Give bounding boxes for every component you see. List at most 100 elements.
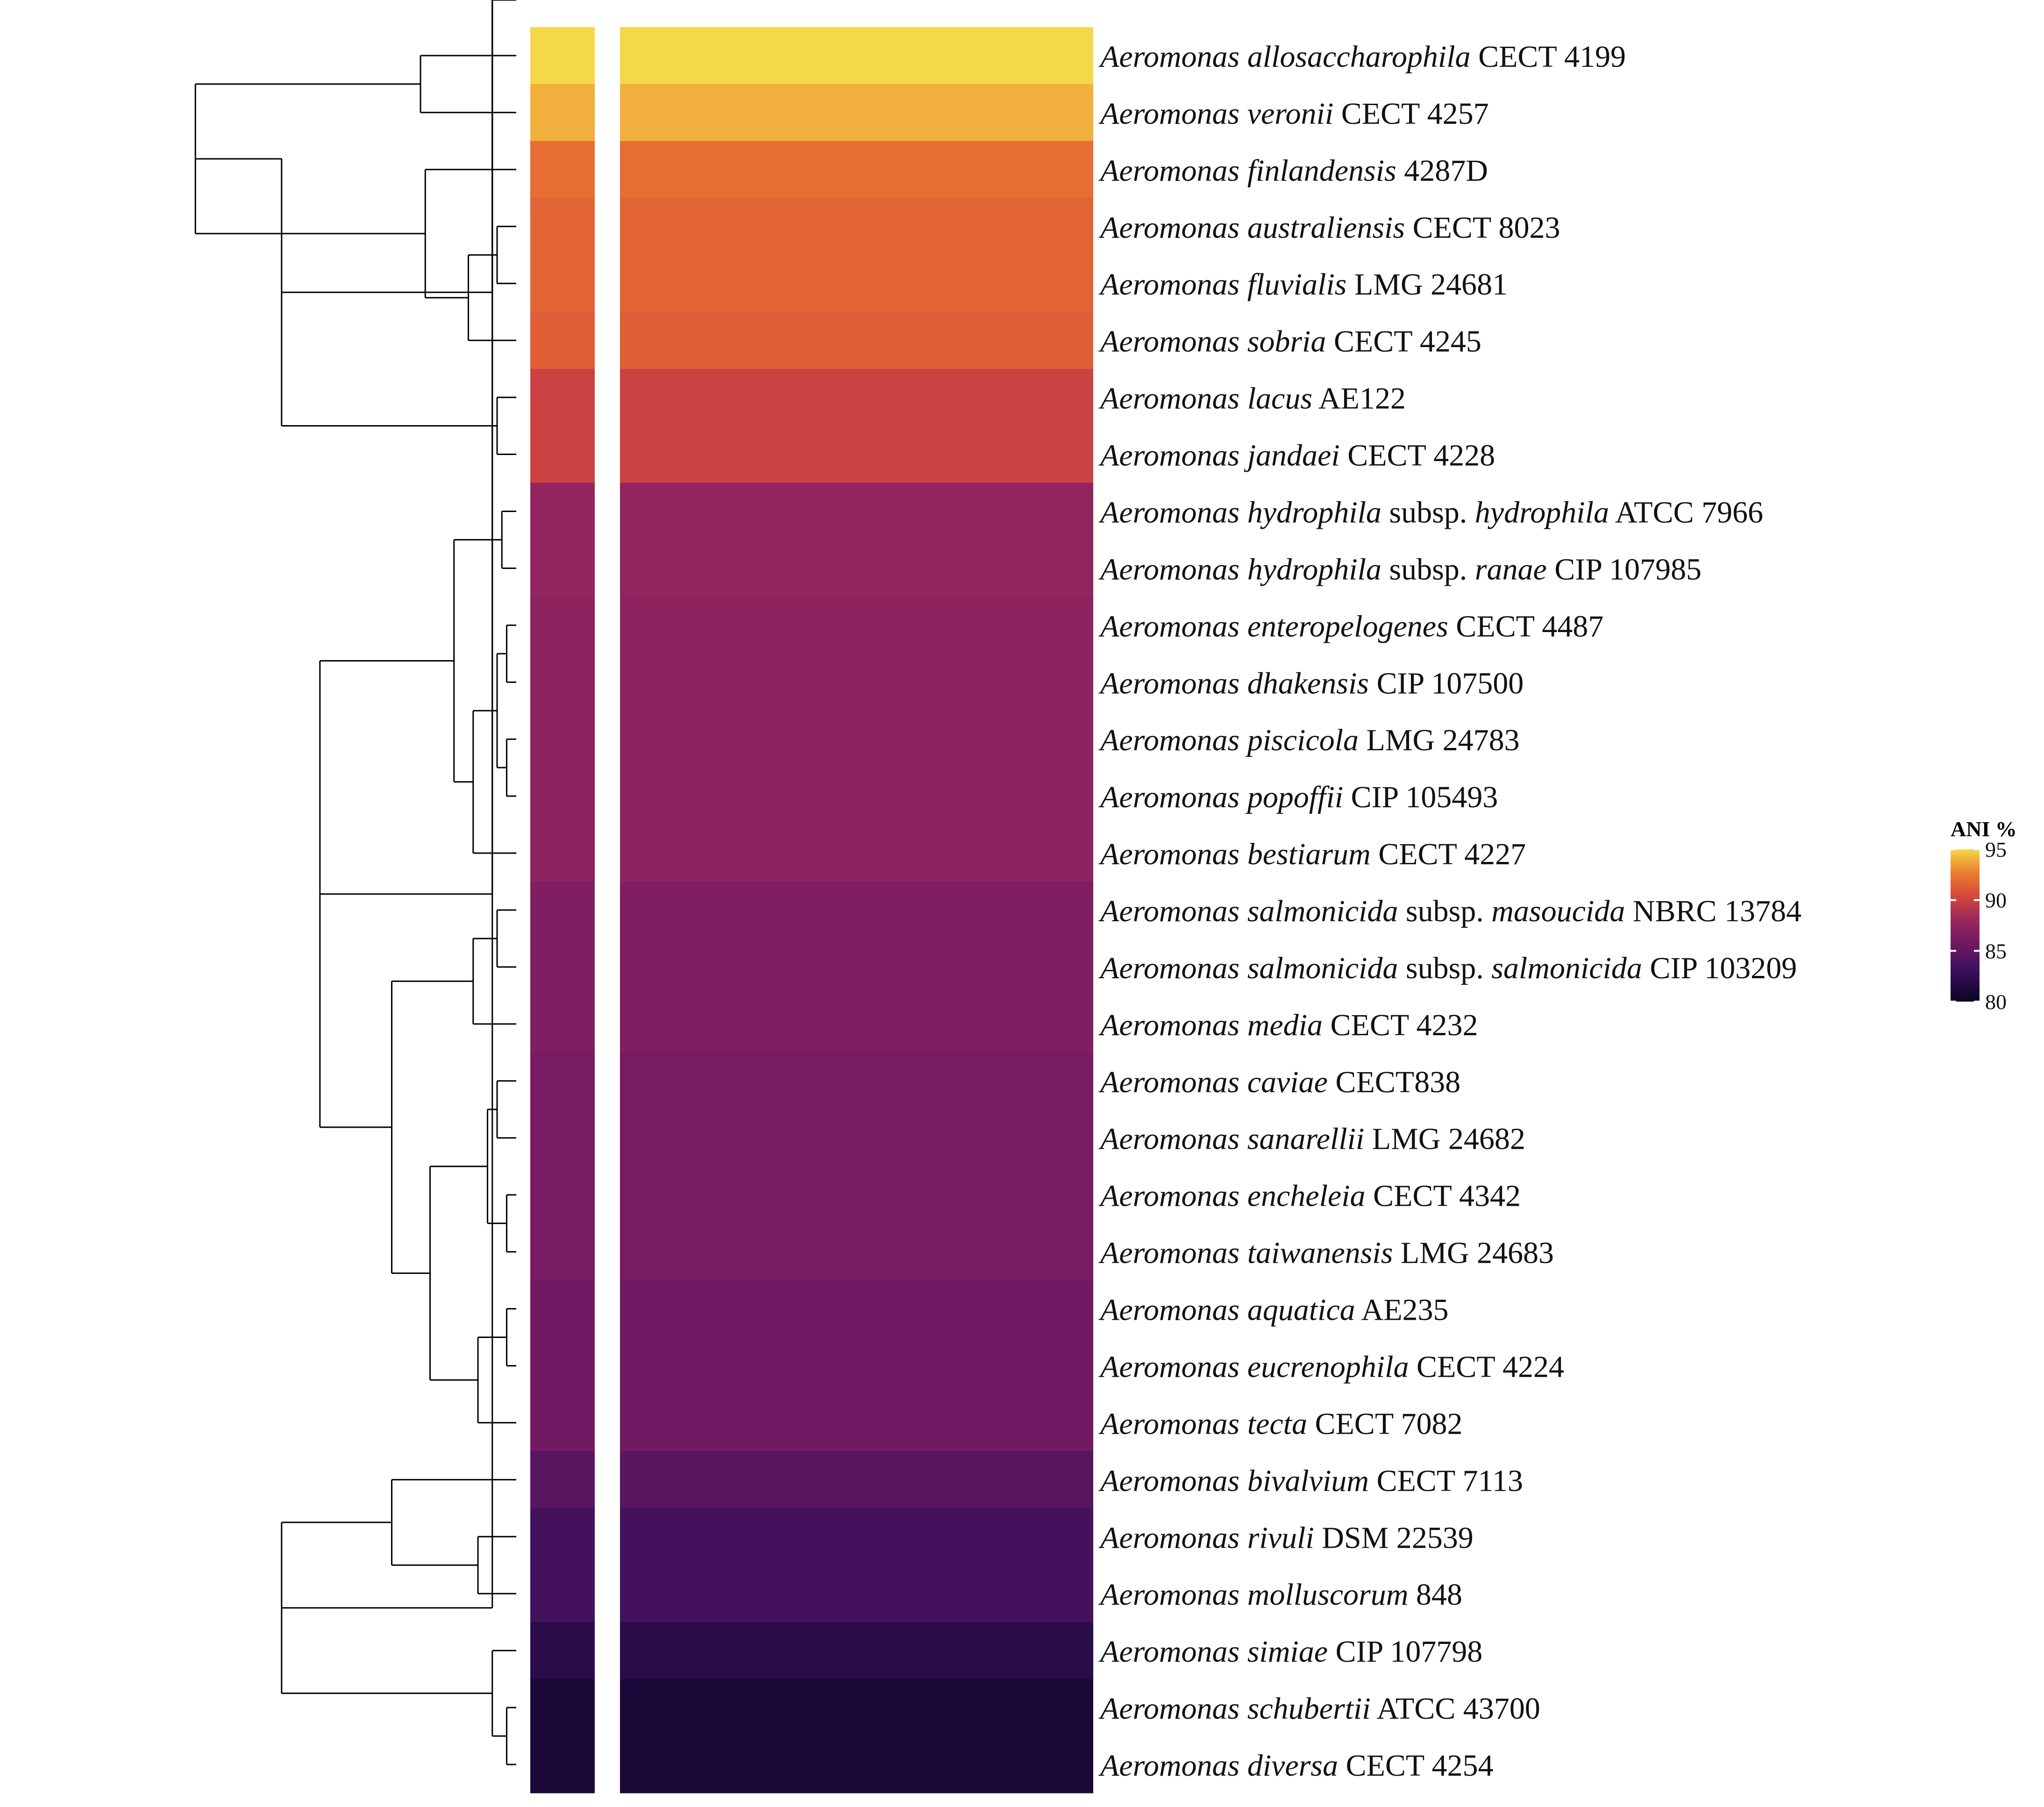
- heatmap-cell-wide: [620, 1337, 1093, 1395]
- heatmap-cell-wide: [620, 768, 1093, 825]
- heatmap-cell-wide: [620, 1109, 1093, 1167]
- row-label: Aeromonas australiensis CECT 8023: [1098, 211, 1560, 245]
- heatmap-cell-narrow: [530, 711, 595, 768]
- heatmap-cell-narrow: [530, 825, 595, 882]
- row-label: Aeromonas sanarellii LMG 24682: [1098, 1122, 1525, 1156]
- heatmap-cell-narrow: [530, 1565, 595, 1622]
- heatmap-wide-strip: [620, 27, 1093, 1793]
- heatmap-cell-narrow: [530, 1679, 595, 1736]
- row-label: Aeromonas taiwanensis LMG 24683: [1098, 1236, 1554, 1270]
- row-label: Aeromonas rivuli DSM 22539: [1098, 1521, 1474, 1555]
- heatmap-cell-narrow: [530, 1508, 595, 1565]
- heatmap-cell-narrow: [530, 84, 595, 142]
- heatmap-cell-wide: [620, 1166, 1093, 1224]
- row-label: Aeromonas veronii CECT 4257: [1098, 97, 1489, 131]
- heatmap-cell-narrow: [530, 768, 595, 825]
- row-label: Aeromonas simiae CIP 107798: [1098, 1635, 1482, 1669]
- legend-tick-label: 90: [1985, 889, 2007, 912]
- heatmap-cell-narrow: [530, 1280, 595, 1338]
- row-label: Aeromonas hydrophila subsp. ranae CIP 10…: [1098, 552, 1702, 586]
- heatmap-cell-wide: [620, 1565, 1093, 1622]
- heatmap-cell-narrow: [530, 995, 595, 1053]
- heatmap-cell-wide: [620, 369, 1093, 427]
- heatmap-cell-narrow: [530, 1622, 595, 1679]
- heatmap-cell-narrow: [530, 27, 595, 85]
- row-label: Aeromonas lacus AE122: [1098, 382, 1406, 416]
- heatmap-cell-narrow: [530, 1223, 595, 1281]
- heatmap-cell-narrow: [530, 426, 595, 484]
- heatmap-cell-narrow: [530, 597, 595, 654]
- heatmap-cell-wide: [620, 1622, 1093, 1679]
- legend-tick-label: 85: [1985, 939, 2007, 963]
- row-label: Aeromonas bestiarum CECT 4227: [1098, 837, 1526, 871]
- row-label: Aeromonas sobria CECT 4245: [1098, 325, 1481, 359]
- heatmap-cell-narrow: [530, 1394, 595, 1451]
- heatmap-cell-narrow: [530, 1451, 595, 1508]
- row-label: Aeromonas media CECT 4232: [1098, 1008, 1478, 1042]
- heatmap-cell-wide: [620, 198, 1093, 256]
- row-label: Aeromonas allosaccharophila CECT 4199: [1098, 40, 1626, 74]
- heatmap-cell-wide: [620, 995, 1093, 1053]
- row-label: Aeromonas enteropelogenes CECT 4487: [1098, 609, 1603, 643]
- heatmap-cell-wide: [620, 1052, 1093, 1110]
- row-label: Aeromonas tecta CECT 7082: [1098, 1407, 1462, 1441]
- row-label: Aeromonas diversa CECT 4254: [1098, 1749, 1493, 1783]
- row-label: Aeromonas molluscorum 848: [1098, 1578, 1462, 1612]
- heatmap-cell-narrow: [530, 1736, 595, 1793]
- heatmap-cell-wide: [620, 882, 1093, 939]
- row-label: Aeromonas eucrenophila CECT 4224: [1098, 1350, 1564, 1384]
- row-label: Aeromonas salmonicida subsp. salmonicida…: [1098, 951, 1797, 985]
- row-label: Aeromonas encheleia CECT 4342: [1098, 1179, 1521, 1213]
- heatmap-cell-wide: [620, 1451, 1093, 1508]
- heatmap-cell-wide: [620, 938, 1093, 996]
- heatmap-cell-wide: [620, 597, 1093, 654]
- heatmap-cell-narrow: [530, 1166, 595, 1224]
- heatmap-cell-narrow: [530, 938, 595, 996]
- row-label: Aeromonas fluvialis LMG 24681: [1098, 268, 1508, 302]
- legend-tick-label: 95: [1985, 838, 2007, 861]
- heatmap-cell-narrow: [530, 882, 595, 939]
- heatmap-cell-wide: [620, 141, 1093, 199]
- row-label: Aeromonas hydrophila subsp. hydrophila A…: [1098, 495, 1763, 529]
- heatmap-cell-wide: [620, 255, 1093, 313]
- heatmap-cell-wide: [620, 1508, 1093, 1565]
- heatmap-cell-wide: [620, 1736, 1093, 1793]
- heatmap-cell-narrow: [530, 369, 595, 427]
- heatmap-cell-wide: [620, 825, 1093, 882]
- row-label: Aeromonas bivalvium CECT 7113: [1098, 1464, 1523, 1498]
- row-label: Aeromonas caviae CECT838: [1098, 1065, 1460, 1099]
- heatmap-cell-wide: [620, 654, 1093, 711]
- heatmap-narrow-strip: [530, 27, 595, 1793]
- dendrogram: [194, 0, 516, 1765]
- heatmap-cell-wide: [620, 1679, 1093, 1736]
- heatmap-cell-wide: [620, 312, 1093, 370]
- legend-tick-label: 80: [1985, 990, 2007, 1014]
- color-legend: ANI % 95 90 85 80: [1951, 817, 2017, 1014]
- heatmap-cell-narrow: [530, 1109, 595, 1167]
- row-label: Aeromonas piscicola LMG 24783: [1098, 723, 1520, 757]
- heatmap-cell-wide: [620, 1223, 1093, 1281]
- heatmap-cell-narrow: [530, 540, 595, 597]
- heatmap-cell-wide: [620, 1394, 1093, 1451]
- heatmap-cell-wide: [620, 426, 1093, 484]
- heatmap-cell-wide: [620, 84, 1093, 142]
- legend-colorbar: [1951, 849, 1980, 1002]
- row-label: Aeromonas salmonicida subsp. masoucida N…: [1098, 894, 1802, 928]
- row-label: Aeromonas dhakensis CIP 107500: [1098, 666, 1524, 700]
- heatmap-cell-wide: [620, 27, 1093, 85]
- heatmap-cell-narrow: [530, 1052, 595, 1110]
- heatmap-cell-wide: [620, 1280, 1093, 1338]
- row-labels: Aeromonas allosaccharophila CECT 4199 Aer…: [1098, 40, 1802, 1783]
- row-label: Aeromonas aquatica AE235: [1098, 1293, 1449, 1327]
- heatmap-cell-narrow: [530, 255, 595, 313]
- legend-title: ANI %: [1951, 817, 2017, 841]
- row-label: Aeromonas popoffii CIP 105493: [1098, 780, 1498, 814]
- heatmap-cell-narrow: [530, 198, 595, 256]
- heatmap-cell-narrow: [530, 312, 595, 370]
- row-label: Aeromonas schubertii ATCC 43700: [1098, 1692, 1540, 1726]
- heatmap-cell-wide: [620, 711, 1093, 768]
- row-label: Aeromonas finlandensis 4287D: [1098, 154, 1488, 188]
- heatmap-cell-narrow: [530, 654, 595, 711]
- heatmap-cell-wide: [620, 540, 1093, 597]
